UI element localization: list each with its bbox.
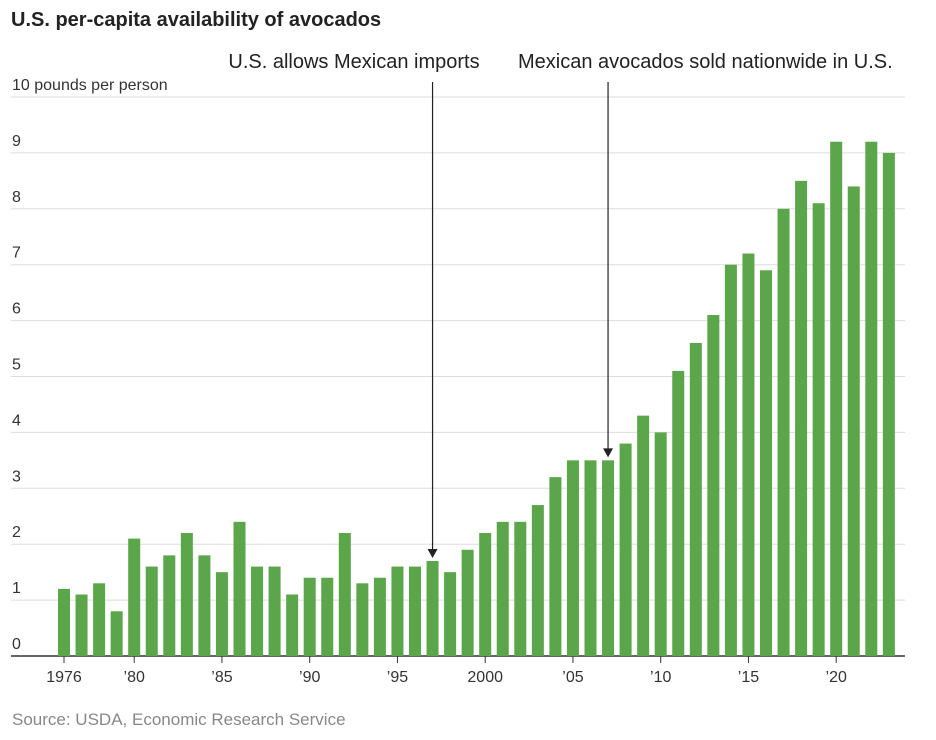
bar [128, 538, 141, 656]
x-tick-label: ’90 [299, 669, 320, 686]
x-tick-label: ’85 [211, 669, 232, 686]
source-note: Source: USDA, Economic Research Service [12, 710, 346, 729]
bar [233, 521, 246, 656]
grid-lines [11, 96, 905, 657]
bar [409, 566, 421, 656]
bar [760, 270, 772, 656]
bar [198, 555, 211, 656]
y-tick-label: 9 [12, 133, 21, 150]
bar [303, 577, 316, 656]
annotation-arrowhead [603, 448, 614, 458]
y-tick-label: 0 [12, 636, 21, 653]
y-tick-label: 2 [12, 524, 21, 541]
bar [286, 594, 299, 656]
y-tick-label: 4 [12, 412, 21, 429]
chart-title: U.S. per-capita availability of avocados [11, 9, 382, 31]
x-axis-ticks: 1976 ’80 ’85 ’90 ’95 2000 ’05 ’10 ’15 ’20 [46, 656, 847, 686]
bar [75, 594, 88, 656]
bar [426, 560, 439, 656]
bar [145, 566, 158, 656]
bar [742, 253, 755, 656]
annotation-label: Mexican avocados sold nationwide in U.S. [518, 51, 893, 73]
bar [795, 180, 808, 656]
bar [268, 566, 281, 656]
bar [549, 477, 562, 656]
y-axis-ticks: 0 1 2 3 4 5 6 7 8 9 10 pounds per person [12, 77, 168, 653]
x-tick-label: ’80 [124, 669, 145, 686]
x-tick-label: ’05 [562, 669, 583, 686]
bar [321, 577, 334, 656]
bar [619, 443, 632, 656]
bar [110, 611, 123, 656]
bar [847, 186, 860, 656]
bar [391, 566, 404, 656]
bar [496, 521, 509, 656]
bar [479, 533, 492, 656]
y-tick-label: 3 [12, 468, 21, 485]
bar [654, 432, 667, 656]
y-tick-label: 6 [12, 301, 21, 318]
bar [373, 577, 386, 656]
bar [672, 370, 685, 656]
annotation-arrowhead [427, 548, 438, 558]
y-tick-label: 8 [12, 189, 21, 206]
y-tick-label: 7 [12, 245, 21, 262]
annotation-label: U.S. allows Mexican imports [228, 51, 479, 73]
bar [602, 460, 615, 656]
bar [514, 521, 527, 656]
y-tick-label: 5 [12, 357, 21, 374]
bar [777, 208, 790, 657]
x-tick-label: ’15 [738, 669, 759, 686]
bar [356, 583, 369, 656]
x-tick-label: ’10 [650, 669, 671, 686]
bar [882, 152, 895, 656]
bar [812, 203, 825, 656]
bar [163, 555, 176, 656]
bars [58, 141, 895, 657]
y-tick-label: 1 [12, 580, 21, 597]
bar [180, 533, 193, 656]
bar [724, 264, 737, 656]
bar [637, 415, 650, 656]
bar [251, 566, 264, 656]
bar [531, 505, 544, 656]
y-tick-label: 10 pounds per person [12, 77, 168, 94]
bar [865, 141, 878, 657]
bar [338, 533, 351, 656]
bar [689, 342, 702, 656]
bar [215, 572, 228, 656]
x-tick-label: ’20 [826, 669, 847, 686]
x-tick-label: ’95 [387, 669, 408, 686]
x-tick-label: 2000 [467, 669, 503, 686]
bar [93, 583, 106, 656]
bar [566, 460, 579, 656]
bar [58, 588, 70, 656]
bar [461, 549, 474, 656]
annotations: U.S. allows Mexican imports Mexican avoca… [228, 51, 893, 558]
bar [444, 572, 457, 656]
bar [707, 315, 720, 656]
bar [584, 460, 597, 656]
bar [830, 141, 843, 657]
x-tick-label: 1976 [46, 669, 82, 686]
avocado-bar-chart: 0 1 2 3 4 5 6 7 8 9 10 pounds per person 1976 ’80 ’8… [11, 51, 905, 686]
